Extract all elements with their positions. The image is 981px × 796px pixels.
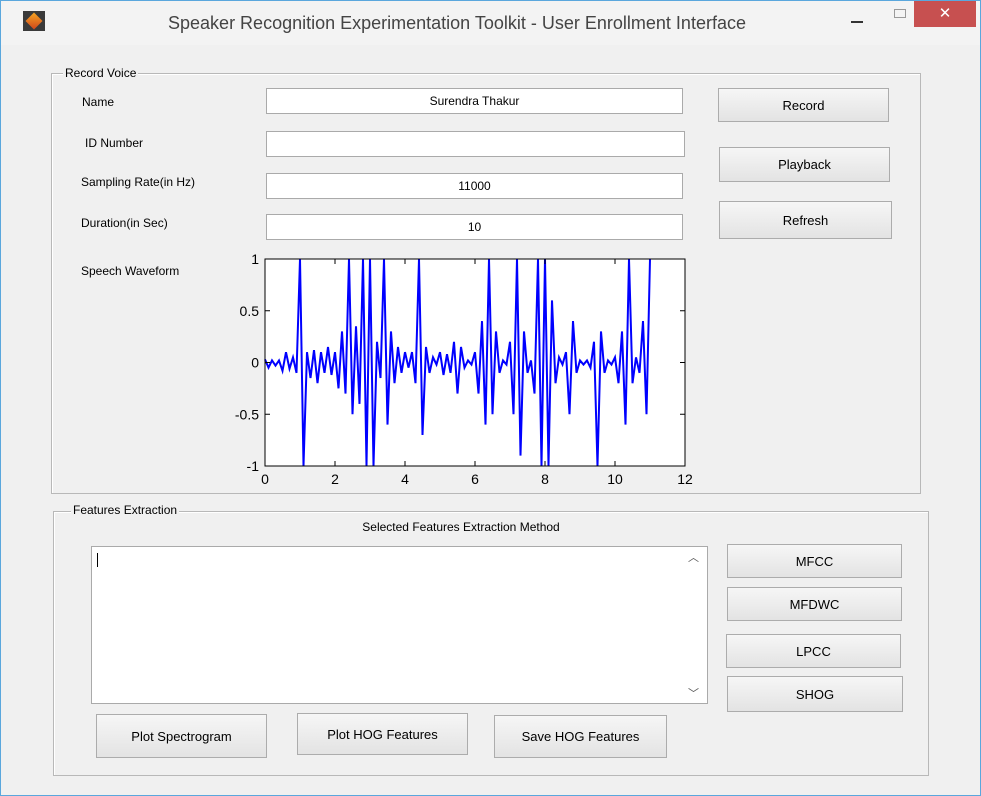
plot-spectrogram-button[interactable]: Plot Spectrogram [96,714,267,758]
x-tick-label: 8 [541,471,549,487]
x-tick-label: 4 [401,471,409,487]
field-label: Sampling Rate(in Hz) [81,175,195,189]
text-field[interactable]: Surendra Thakur [266,88,683,114]
playback-button[interactable]: Playback [719,147,890,182]
text-cursor [97,553,98,567]
plot-hog-button[interactable]: Plot HOG Features [297,713,468,755]
list-caption: Selected Features Extraction Method [261,520,661,534]
save-hog-button[interactable]: Save HOG Features [494,715,667,758]
text-field[interactable] [266,131,685,157]
lpcc-button[interactable]: LPCC [726,634,901,668]
text-field[interactable]: 11000 [266,173,683,199]
window: Speaker Recognition Experimentation Tool… [0,0,981,796]
scroll-down[interactable]: ﹀ [688,685,699,701]
x-tick-label: 0 [261,471,269,487]
text-field[interactable]: 10 [266,214,683,240]
refresh-button[interactable]: Refresh [719,201,892,239]
record-button[interactable]: Record [718,88,889,122]
x-tick-label: 2 [331,471,339,487]
scroll-up[interactable]: ︿ [688,549,699,565]
mfdwc-button[interactable]: MFDWC [727,587,902,621]
field-label: ID Number [85,136,143,150]
y-tick-label: 1 [251,251,259,267]
x-tick-label: 12 [677,471,693,487]
y-tick-label: 0 [251,355,259,371]
waveform-label: Speech Waveform [81,264,179,278]
field-label: Duration(in Sec) [81,216,168,230]
x-tick-label: 6 [471,471,479,487]
y-tick-label: 0.5 [240,303,260,319]
shog-button[interactable]: SHOG [727,676,903,712]
y-tick-label: -0.5 [235,406,259,422]
method-list[interactable]: ︿ ﹀ [91,546,708,704]
maximize-button[interactable] [894,9,906,18]
minimize-button[interactable] [851,21,863,23]
title-bar: Speaker Recognition Experimentation Tool… [1,1,980,45]
close-button[interactable]: ✕ [914,1,976,27]
x-tick-label: 10 [607,471,623,487]
y-tick-label: -1 [247,458,260,474]
window-title: Speaker Recognition Experimentation Tool… [1,13,913,34]
field-label: Name [82,95,114,109]
panel-title: Features Extraction [71,503,179,517]
mfcc-button[interactable]: MFCC [727,544,902,578]
panel-title: Record Voice [63,66,138,80]
